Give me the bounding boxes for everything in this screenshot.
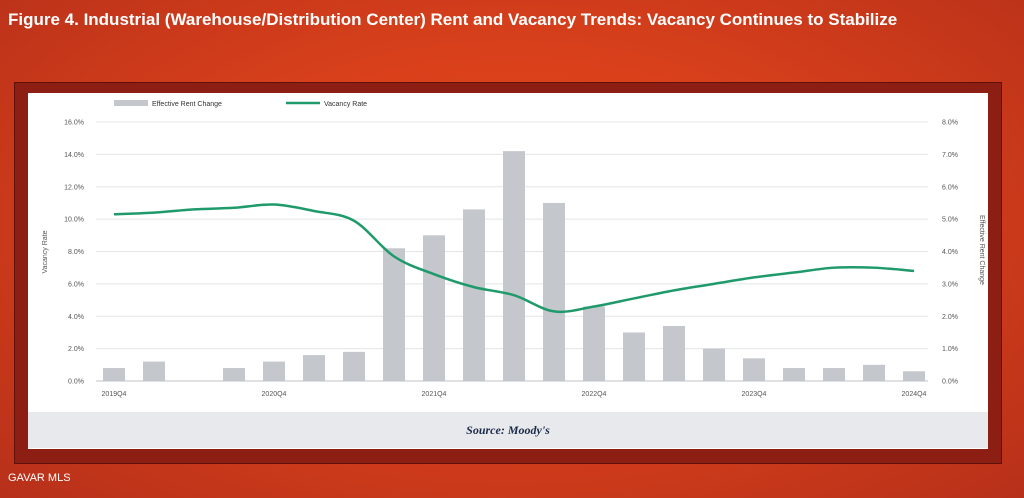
rent-bar	[863, 364, 885, 381]
rent-bar	[463, 209, 485, 381]
rent-bar	[823, 368, 845, 381]
rent-bar	[263, 361, 285, 381]
rent-bar	[783, 368, 805, 381]
right-tick-label: 5.0%	[942, 217, 958, 224]
right-axis-title: Effective Rent Change	[978, 215, 985, 285]
left-tick-label: 2.0%	[68, 346, 84, 353]
rent-bar	[663, 325, 685, 381]
left-tick-label: 0.0%	[68, 379, 84, 386]
x-tick-label: 2019Q4	[102, 391, 127, 398]
x-tick-label: 2021Q4	[422, 391, 447, 398]
legend-label-vacancy: Vacancy Rate	[324, 101, 367, 108]
right-tick-label: 0.0%	[942, 379, 958, 386]
rent-bar	[623, 332, 645, 381]
right-tick-label: 8.0%	[942, 120, 958, 127]
legend-swatch-rent	[114, 100, 148, 106]
vacancy-line	[113, 203, 915, 314]
legend: Effective Rent Change Vacancy Rate	[114, 100, 367, 108]
right-tick-label: 2.0%	[942, 314, 958, 321]
right-tick-label: 1.0%	[942, 346, 958, 353]
left-tick-label: 10.0%	[64, 217, 84, 224]
rent-bar	[543, 202, 565, 381]
left-tick-label: 6.0%	[68, 281, 84, 288]
right-tick-label: 3.0%	[942, 281, 958, 288]
vacancy-rate-line	[113, 203, 915, 314]
rent-bar	[223, 368, 245, 381]
rent-bar	[103, 368, 125, 381]
figure-title: Figure 4. Industrial (Warehouse/Distribu…	[8, 10, 898, 29]
right-tick-label: 4.0%	[942, 249, 958, 256]
axes: 16.0% 8.0% 14.0% 7.0% 12.0% 6.0% 10.0% 5.0% 8.0%…	[64, 120, 958, 399]
rent-bar	[583, 306, 605, 381]
source-band	[28, 412, 988, 448]
x-tick-label: 2020Q4	[262, 391, 287, 398]
rent-bar	[503, 151, 525, 381]
left-tick-label: 14.0%	[64, 152, 84, 159]
rent-bar	[423, 235, 445, 381]
rent-bar	[383, 248, 405, 381]
rent-bar	[343, 351, 365, 381]
x-tick-label: 2022Q4	[582, 391, 607, 398]
rent-bar	[903, 371, 925, 381]
left-tick-label: 4.0%	[68, 314, 84, 321]
x-tick-label: 2023Q4	[742, 391, 767, 398]
x-tick-label: 2024Q4	[902, 391, 927, 398]
rent-bars	[103, 151, 925, 381]
right-tick-label: 6.0%	[942, 184, 958, 191]
watermark-text: GAVAR MLS	[8, 472, 71, 484]
rent-bar	[743, 358, 765, 381]
left-tick-label: 8.0%	[68, 249, 84, 256]
rent-bar	[143, 361, 165, 381]
source-caption: Source: Moody's	[466, 423, 550, 437]
right-tick-label: 7.0%	[942, 152, 958, 159]
left-tick-label: 12.0%	[64, 184, 84, 191]
legend-label-rent: Effective Rent Change	[152, 101, 222, 108]
rent-bar	[703, 348, 725, 381]
left-tick-label: 16.0%	[64, 120, 84, 127]
left-axis-title: Vacancy Rate	[42, 230, 49, 273]
rent-bar	[303, 355, 325, 381]
